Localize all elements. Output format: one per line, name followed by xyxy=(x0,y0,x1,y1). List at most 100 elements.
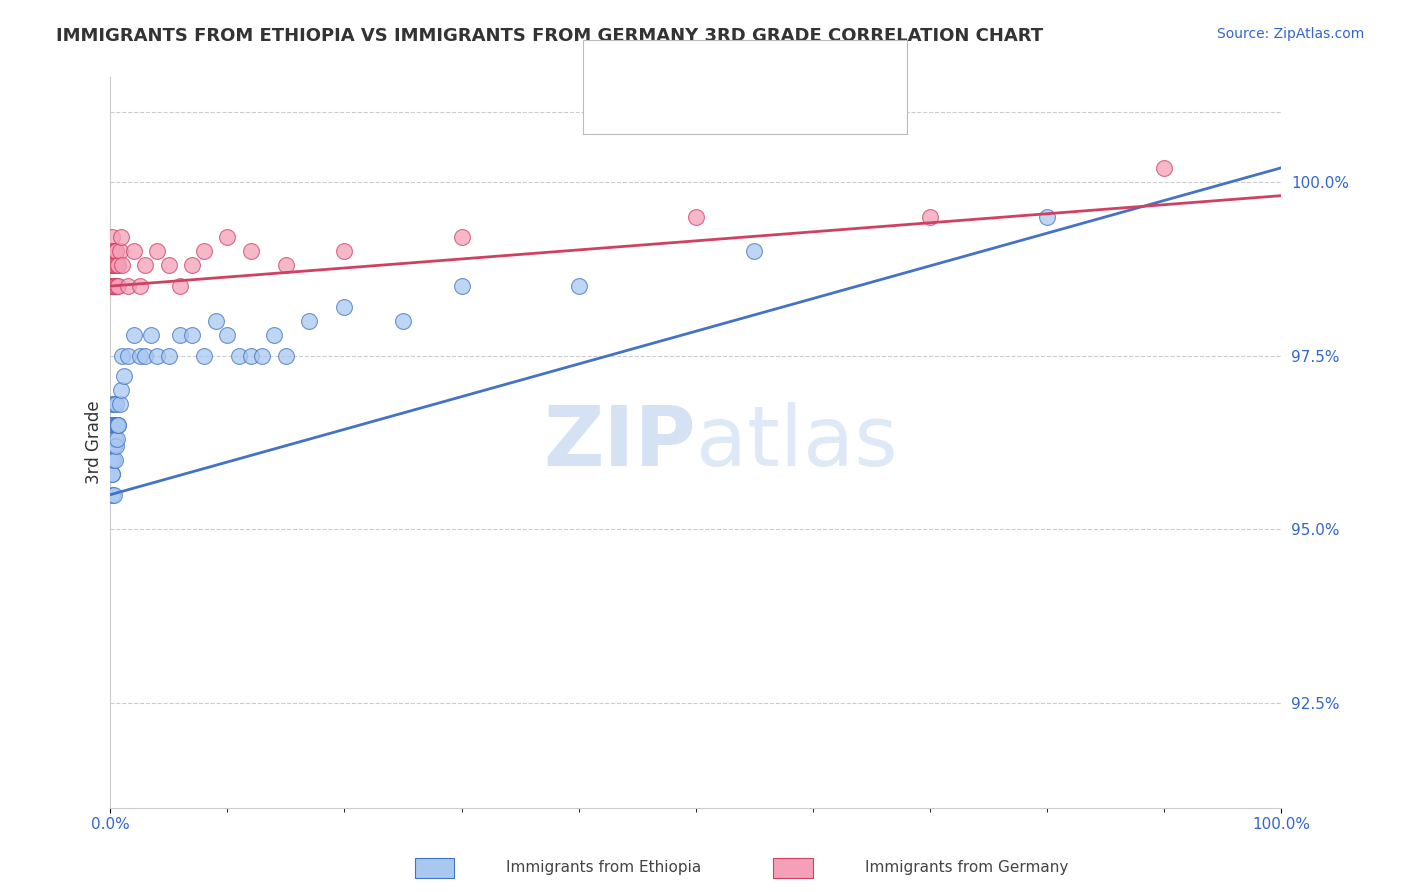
Point xyxy=(107,279,129,293)
Point xyxy=(105,258,128,272)
Point xyxy=(169,327,191,342)
Point xyxy=(204,314,226,328)
Point xyxy=(105,432,128,446)
Point xyxy=(101,230,124,244)
Point xyxy=(1153,161,1175,175)
Point xyxy=(103,279,125,293)
Point xyxy=(107,418,129,433)
Point xyxy=(169,279,191,293)
Point xyxy=(128,279,150,293)
Point xyxy=(274,349,297,363)
Point xyxy=(100,258,122,272)
Point xyxy=(146,349,169,363)
Point xyxy=(105,279,128,293)
Point xyxy=(101,258,124,272)
Point xyxy=(100,279,122,293)
Point xyxy=(100,418,122,433)
Point xyxy=(105,397,128,411)
Point xyxy=(134,258,156,272)
Point xyxy=(110,384,132,398)
Point xyxy=(181,258,204,272)
Point xyxy=(217,230,239,244)
Point xyxy=(105,244,128,259)
Y-axis label: 3rd Grade: 3rd Grade xyxy=(86,401,103,484)
Point xyxy=(103,418,125,433)
Point xyxy=(101,453,124,467)
Point xyxy=(103,488,125,502)
Point xyxy=(103,244,125,259)
Text: R = 0.390   N = 52: R = 0.390 N = 52 xyxy=(654,60,811,78)
Point xyxy=(103,397,125,411)
Point xyxy=(108,244,131,259)
Point xyxy=(117,349,139,363)
Point xyxy=(450,230,472,244)
Point xyxy=(100,467,122,481)
Point xyxy=(111,258,134,272)
Point xyxy=(157,258,180,272)
Point xyxy=(101,418,124,433)
Point xyxy=(100,244,122,259)
Text: Immigrants from Ethiopia: Immigrants from Ethiopia xyxy=(506,860,702,874)
Point xyxy=(100,244,122,259)
Point xyxy=(101,279,124,293)
Point xyxy=(104,453,127,467)
Point xyxy=(105,418,128,433)
Text: R = 0.503   N = 41: R = 0.503 N = 41 xyxy=(654,97,811,115)
Point xyxy=(101,488,124,502)
Point xyxy=(104,432,127,446)
Point xyxy=(298,314,321,328)
Point xyxy=(107,258,129,272)
Point xyxy=(104,439,127,453)
Bar xyxy=(603,54,643,83)
Text: atlas: atlas xyxy=(696,402,897,483)
Point xyxy=(122,327,145,342)
Point xyxy=(108,397,131,411)
Point xyxy=(101,467,124,481)
Point xyxy=(333,300,356,314)
Point xyxy=(110,230,132,244)
Point xyxy=(918,210,941,224)
Point xyxy=(217,327,239,342)
Point xyxy=(263,327,285,342)
Point xyxy=(104,258,127,272)
Point xyxy=(193,349,215,363)
Text: Source: ZipAtlas.com: Source: ZipAtlas.com xyxy=(1216,27,1364,41)
Point xyxy=(101,439,124,453)
Point xyxy=(103,258,125,272)
Point xyxy=(392,314,415,328)
Point xyxy=(239,349,262,363)
Point xyxy=(104,418,127,433)
Text: Immigrants from Germany: Immigrants from Germany xyxy=(865,860,1069,874)
Point xyxy=(101,397,124,411)
Point xyxy=(141,327,163,342)
Point xyxy=(1036,210,1059,224)
Point xyxy=(122,244,145,259)
Point xyxy=(146,244,169,259)
Point xyxy=(193,244,215,259)
Point xyxy=(128,349,150,363)
Point xyxy=(101,279,124,293)
Point xyxy=(104,279,127,293)
Point xyxy=(450,279,472,293)
Point xyxy=(228,349,250,363)
Point xyxy=(103,439,125,453)
Point xyxy=(100,453,122,467)
Text: IMMIGRANTS FROM ETHIOPIA VS IMMIGRANTS FROM GERMANY 3RD GRADE CORRELATION CHART: IMMIGRANTS FROM ETHIOPIA VS IMMIGRANTS F… xyxy=(56,27,1043,45)
Point xyxy=(107,418,129,433)
Point xyxy=(101,258,124,272)
Point xyxy=(742,244,765,259)
Point xyxy=(157,349,180,363)
Bar xyxy=(603,92,643,120)
Point xyxy=(274,258,297,272)
Point xyxy=(685,210,707,224)
Point xyxy=(117,279,139,293)
Point xyxy=(100,439,122,453)
Point xyxy=(252,349,274,363)
Point xyxy=(111,349,134,363)
Point xyxy=(333,244,356,259)
Point xyxy=(101,244,124,259)
Point xyxy=(104,244,127,259)
Point xyxy=(134,349,156,363)
Point xyxy=(112,369,135,384)
Point xyxy=(568,279,591,293)
